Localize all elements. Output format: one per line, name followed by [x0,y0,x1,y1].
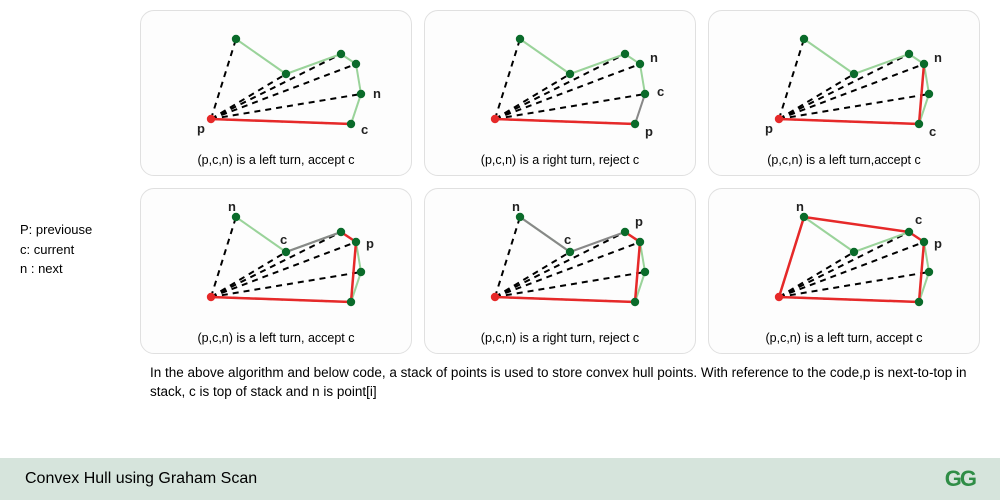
diagram-panel: p c n (p,c,n) is a right turn, reject c [424,10,696,176]
panel-caption: (p,c,n) is a left turn,accept c [767,153,921,167]
diagram-panel: p c n (p,c,n) is a left turn, accept c [140,10,412,176]
svg-text:n: n [796,199,804,214]
svg-text:c: c [280,232,287,247]
legend: P: previouse c: current n : next [20,10,140,354]
panel-caption: (p,c,n) is a right turn, reject c [481,331,639,345]
diagram-panel: p c n (p,c,n) is a left turn, accept c [140,188,412,354]
explanation-text: In the above algorithm and below code, a… [0,354,1000,402]
svg-text:n: n [228,199,236,214]
svg-text:c: c [915,212,922,227]
panel-grid: pcn(p,c,n) is a left turn, accept cpcn(p… [140,10,980,354]
panel-caption: (p,c,n) is a left turn, accept c [197,331,354,345]
panel-caption: (p,c,n) is a left turn, accept c [765,331,922,345]
svg-text:p: p [197,121,205,136]
legend-p: P: previouse [20,220,140,240]
footer-bar: Convex Hull using Graham Scan GG [0,458,1000,500]
panel-caption: (p,c,n) is a left turn, accept c [197,153,354,167]
svg-text:c: c [657,84,664,99]
diagram-panel: p c n (p,c,n) is a right turn, reject c [424,188,696,354]
svg-text:c: c [929,124,936,139]
panel-caption: (p,c,n) is a right turn, reject c [481,153,639,167]
footer-title: Convex Hull using Graham Scan [25,470,257,488]
svg-text:p: p [645,124,653,139]
svg-text:c: c [564,232,571,247]
legend-c: c: current [20,240,140,260]
svg-text:n: n [512,199,520,214]
svg-text:n: n [934,50,942,65]
svg-text:p: p [934,236,942,251]
svg-text:c: c [361,122,368,137]
site-logo: GG [945,466,975,492]
diagram-panel: p c n (p,c,n) is a left turn,accept c [708,10,980,176]
diagram-panel: pc n (p,c,n) is a left turn, accept c [708,188,980,354]
svg-text:n: n [373,86,381,101]
svg-text:n: n [650,50,658,65]
svg-text:p: p [635,214,643,229]
svg-text:p: p [765,121,773,136]
svg-text:p: p [366,236,374,251]
legend-n: n : next [20,259,140,279]
